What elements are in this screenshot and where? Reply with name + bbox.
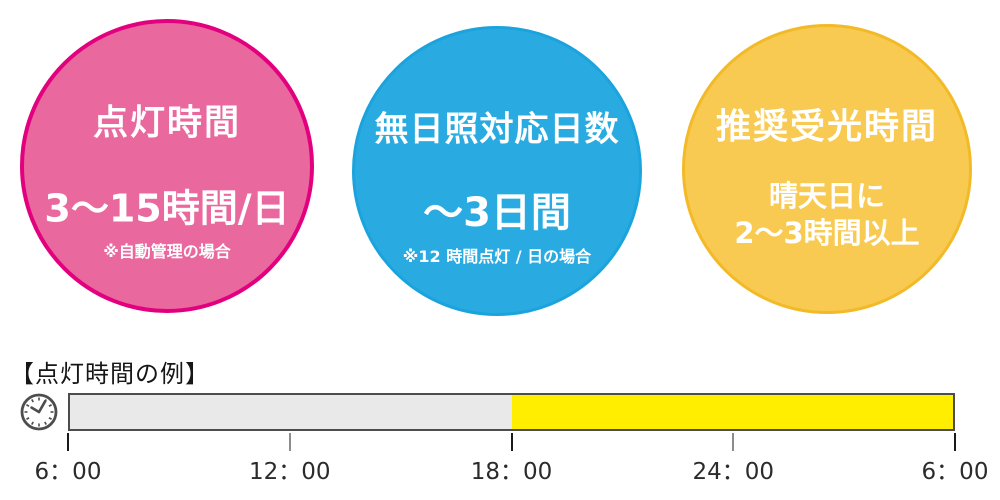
lighting-time-value: 3〜15時間/日 — [44, 186, 290, 231]
no-sunlight-days-note: ※12 時間点灯 / 日の場合 — [402, 246, 592, 266]
recommended-light-value: 晴天日に 2〜3時間以上 — [685, 178, 969, 251]
lighting-time-note: ※自動管理の場合 — [103, 242, 231, 262]
tick-6am-next — [954, 433, 956, 451]
tick-label-midnight: 24：00 — [692, 459, 775, 485]
bar-segment-daytime-off — [70, 395, 512, 429]
example-heading: 【点灯時間の例】 — [10, 360, 210, 388]
no-sunlight-days-title: 無日照対応日数 — [374, 109, 620, 150]
recommended-light-line2: 2〜3時間以上 — [734, 215, 920, 250]
no-sunlight-days-circle: 無日照対応日数 〜3日間 ※12 時間点灯 / 日の場合 — [352, 26, 642, 316]
tick-label-noon: 12：00 — [248, 459, 331, 485]
tick-label-6am-next: 6：00 — [921, 459, 989, 485]
lighting-time-circle: 点灯時間 3〜15時間/日 ※自動管理の場合 — [20, 19, 314, 313]
recommended-light-circle: 推奨受光時間 晴天日に 2〜3時間以上 — [682, 24, 972, 314]
lighting-timeline-bar — [68, 393, 955, 431]
bar-segment-night-on — [511, 395, 953, 429]
tick-row — [67, 433, 956, 451]
tick-noon — [288, 433, 291, 451]
tick-label-6am: 6：00 — [34, 459, 102, 485]
no-sunlight-days-value: 〜3日間 — [423, 190, 571, 237]
clock-icon — [18, 391, 60, 437]
lighting-time-title: 点灯時間 — [92, 103, 241, 144]
tick-6pm — [510, 433, 513, 451]
tick-6am — [67, 433, 69, 451]
recommended-light-line1: 晴天日に — [768, 179, 885, 214]
tick-midnight — [732, 433, 735, 451]
tick-label-6pm: 18：00 — [470, 459, 553, 485]
recommended-light-title: 推奨受光時間 — [715, 107, 938, 148]
tick-label-row: 6：00 12：00 18：00 24：00 6：00 — [35, 452, 989, 485]
